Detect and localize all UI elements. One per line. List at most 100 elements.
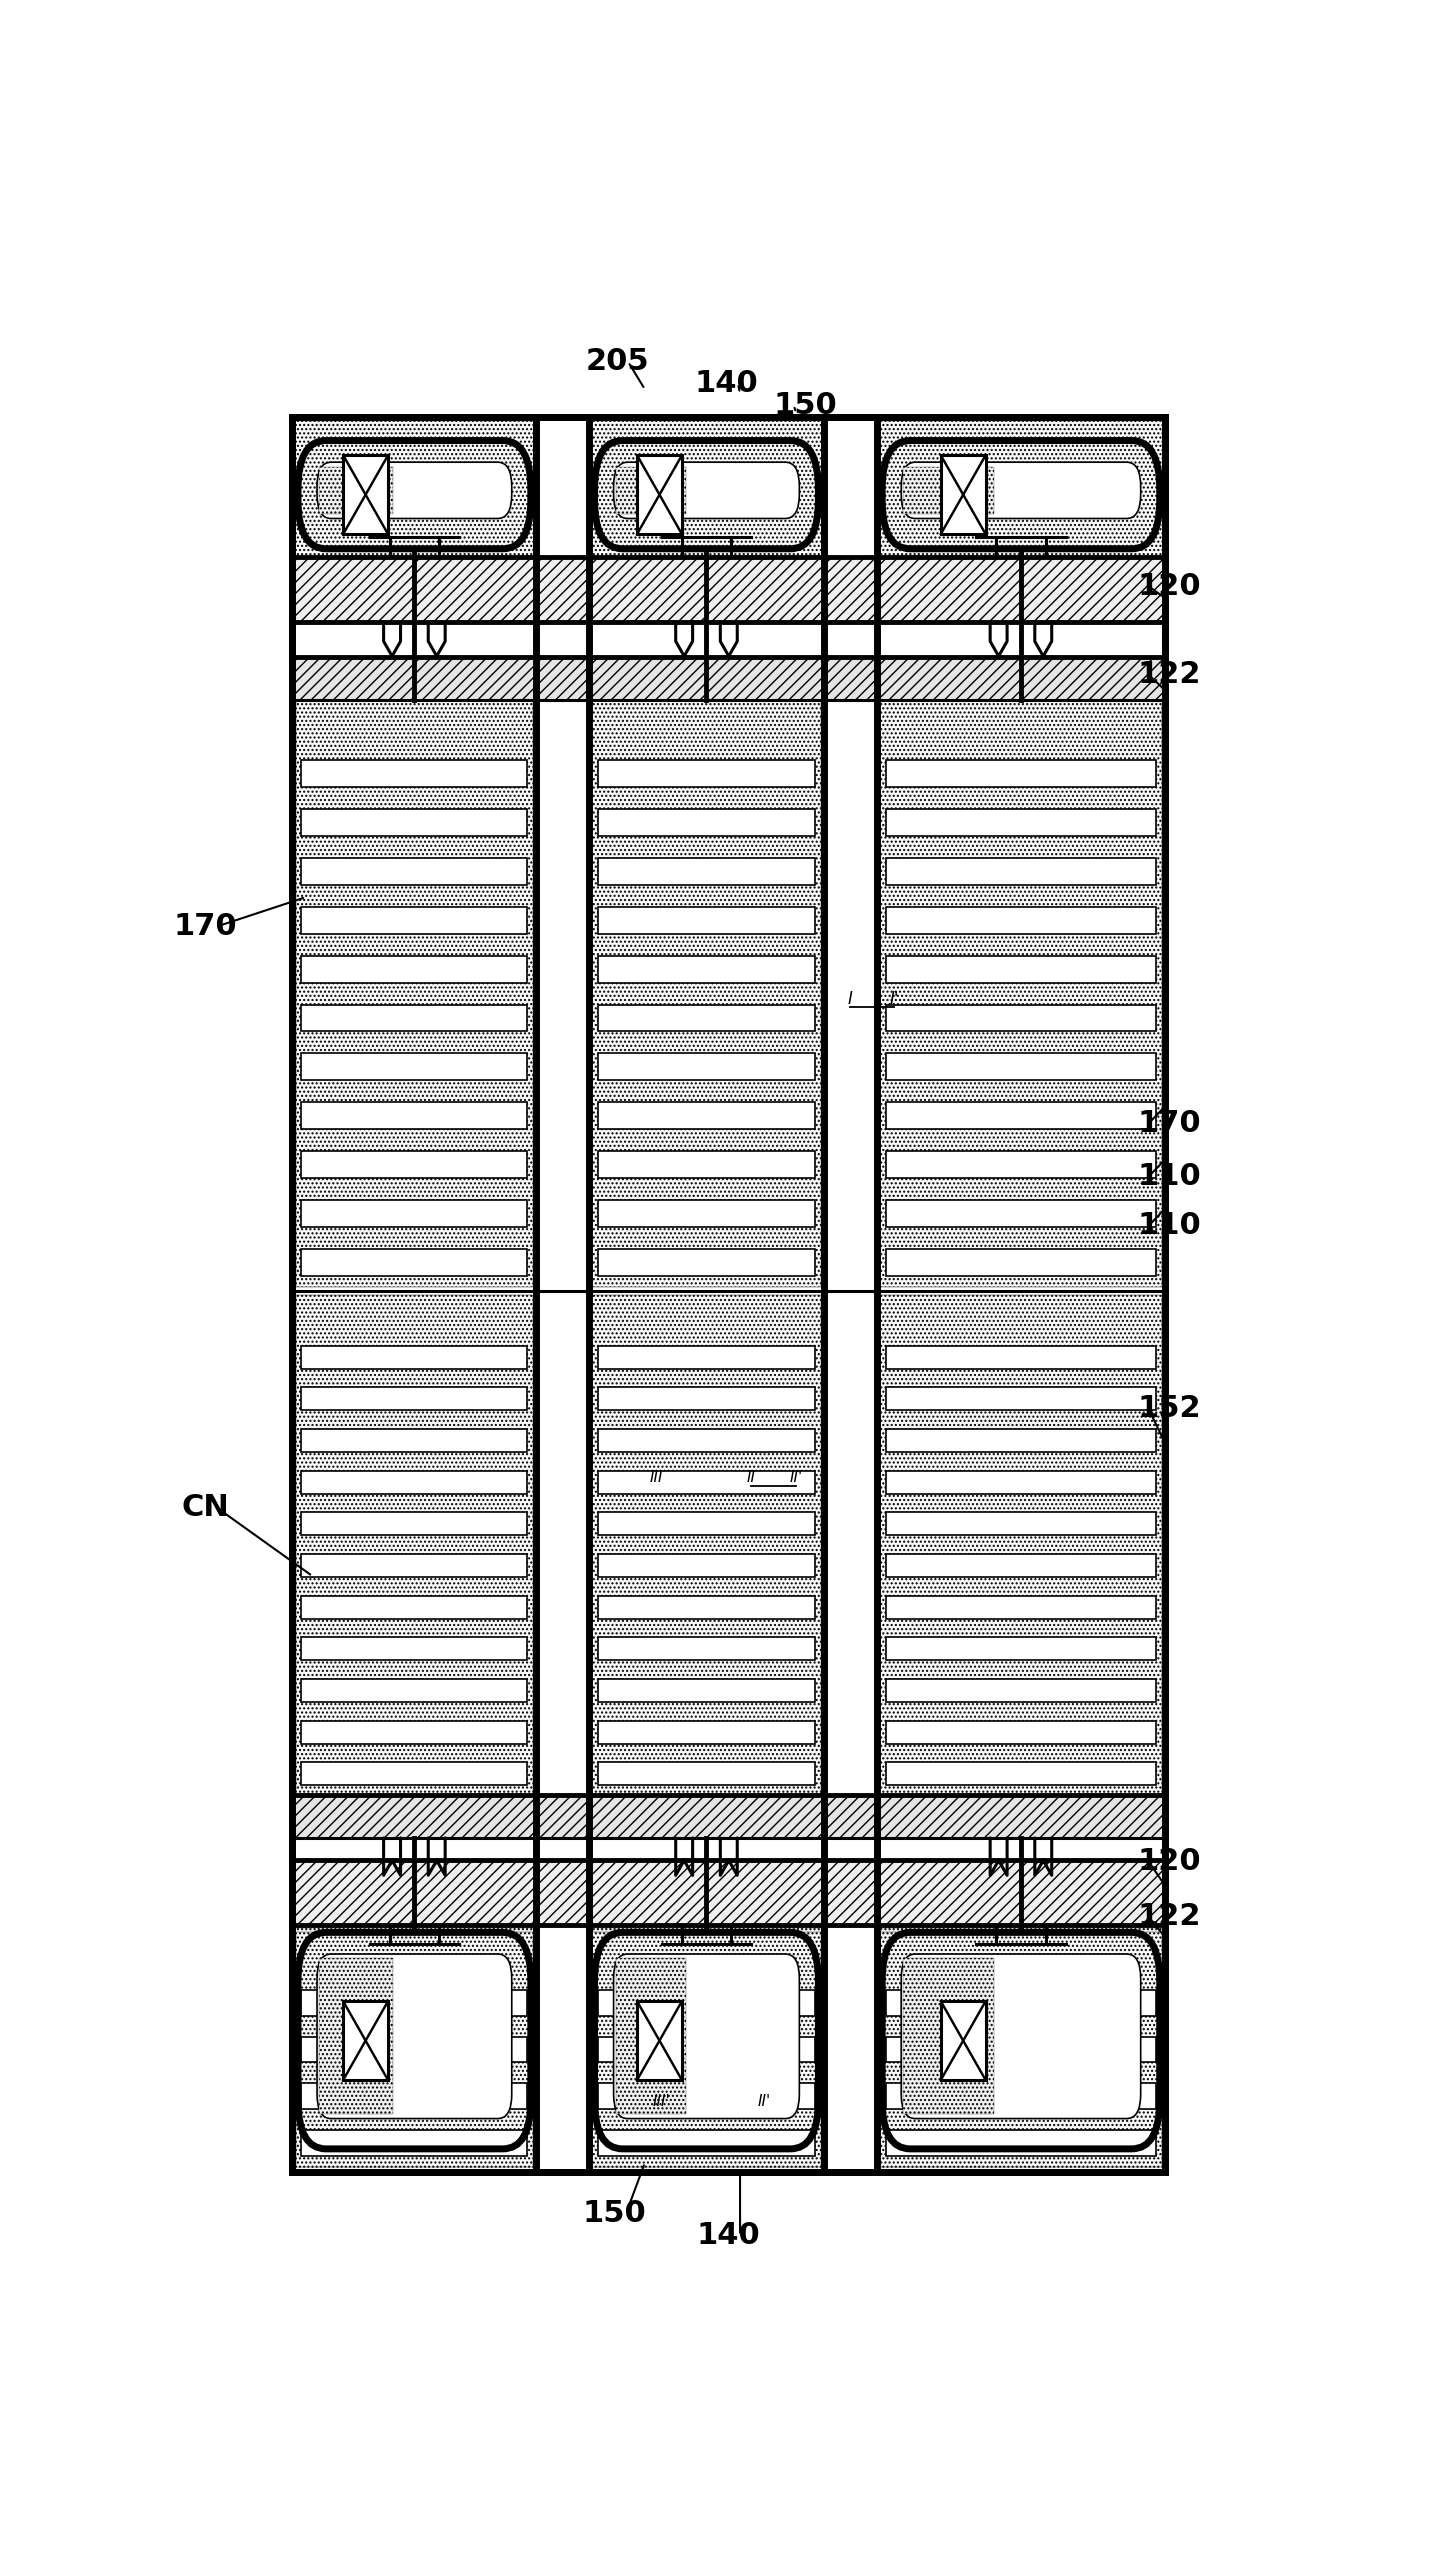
Bar: [615, 468, 686, 514]
Bar: [296, 1296, 533, 1794]
Bar: [885, 1005, 1157, 1033]
FancyBboxPatch shape: [901, 463, 1141, 519]
Bar: [292, 557, 1165, 621]
Bar: [302, 1388, 527, 1411]
Bar: [598, 1102, 814, 1130]
Bar: [598, 1347, 814, 1367]
Bar: [302, 1989, 527, 2017]
Bar: [598, 1470, 814, 1493]
Bar: [592, 1932, 820, 2167]
Bar: [302, 1720, 527, 1743]
Bar: [292, 1861, 1165, 1925]
Bar: [598, 1005, 814, 1033]
Bar: [591, 422, 822, 557]
Bar: [879, 1927, 1162, 2173]
Bar: [598, 1638, 814, 1661]
Bar: [598, 1595, 814, 1618]
Bar: [941, 2001, 986, 2081]
Bar: [302, 1638, 527, 1661]
Bar: [885, 1470, 1157, 1493]
Bar: [598, 1429, 814, 1452]
Bar: [598, 1053, 814, 1081]
Bar: [885, 1679, 1157, 1702]
Bar: [598, 810, 814, 836]
Bar: [598, 2083, 814, 2109]
Text: 150: 150: [773, 391, 838, 419]
Bar: [302, 1470, 527, 1493]
Bar: [302, 1513, 527, 1536]
Text: 170: 170: [1138, 1109, 1201, 1137]
Bar: [885, 1388, 1157, 1411]
FancyBboxPatch shape: [614, 463, 800, 519]
Bar: [879, 1296, 1162, 1794]
Text: III': III': [653, 2093, 670, 2109]
FancyBboxPatch shape: [901, 1953, 1141, 2119]
Bar: [302, 1554, 527, 1577]
Bar: [885, 1638, 1157, 1661]
Bar: [302, 956, 527, 982]
Bar: [598, 2129, 814, 2157]
Bar: [598, 1554, 814, 1577]
Text: 150: 150: [583, 2198, 647, 2229]
Bar: [941, 455, 986, 534]
Bar: [885, 759, 1157, 787]
Bar: [302, 1761, 527, 1784]
Bar: [302, 1201, 527, 1227]
Bar: [302, 2083, 527, 2109]
Bar: [302, 2037, 527, 2063]
Bar: [598, 1201, 814, 1227]
Bar: [598, 1989, 814, 2017]
Bar: [592, 1296, 820, 1794]
Bar: [302, 1150, 527, 1178]
Text: 122: 122: [1138, 659, 1201, 690]
Bar: [885, 956, 1157, 982]
Text: 170: 170: [173, 912, 237, 941]
Bar: [591, 1927, 822, 2173]
Bar: [592, 700, 820, 1286]
Bar: [885, 859, 1157, 884]
Text: II': II': [790, 1470, 803, 1485]
Bar: [598, 907, 814, 933]
Bar: [879, 422, 1162, 557]
Bar: [904, 1958, 995, 2114]
Bar: [885, 1347, 1157, 1367]
Bar: [302, 1347, 527, 1367]
Bar: [295, 1927, 534, 2173]
Bar: [302, 1250, 527, 1275]
Bar: [302, 810, 527, 836]
Text: CN: CN: [182, 1493, 230, 1521]
Bar: [598, 1679, 814, 1702]
Bar: [885, 1102, 1157, 1130]
Bar: [885, 1429, 1157, 1452]
Text: II: II: [747, 1470, 755, 1485]
Bar: [598, 1250, 814, 1275]
Text: I': I': [890, 992, 900, 1010]
Text: 122: 122: [1138, 1902, 1201, 1932]
Bar: [302, 1679, 527, 1702]
Bar: [598, 1150, 814, 1178]
Bar: [292, 1794, 1165, 1838]
Bar: [319, 1958, 393, 2114]
Bar: [885, 1513, 1157, 1536]
Bar: [885, 1250, 1157, 1275]
Bar: [885, 1150, 1157, 1178]
Text: II': II': [758, 2093, 771, 2109]
Bar: [885, 907, 1157, 933]
Bar: [885, 1201, 1157, 1227]
FancyBboxPatch shape: [614, 1953, 800, 2119]
Bar: [319, 468, 393, 514]
Bar: [885, 2129, 1157, 2157]
Bar: [885, 1595, 1157, 1618]
Bar: [598, 1720, 814, 1743]
Bar: [885, 1720, 1157, 1743]
Text: 120: 120: [1138, 1848, 1201, 1876]
Bar: [302, 1429, 527, 1452]
Bar: [302, 1005, 527, 1033]
Bar: [598, 859, 814, 884]
Bar: [615, 1958, 686, 2114]
Bar: [292, 417, 1165, 2173]
Bar: [904, 468, 995, 514]
Bar: [302, 1595, 527, 1618]
Text: III: III: [650, 1470, 663, 1485]
Bar: [302, 2129, 527, 2157]
